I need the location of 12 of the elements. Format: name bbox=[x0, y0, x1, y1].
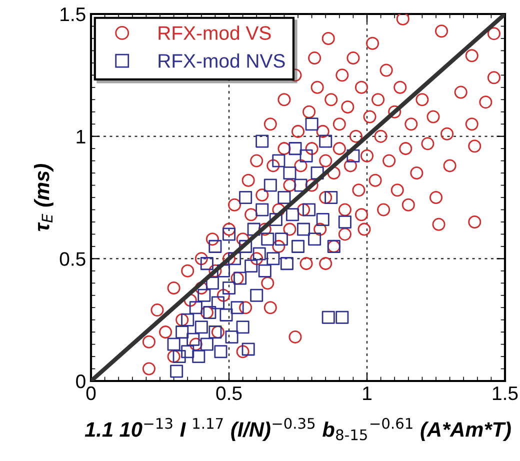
y-tick-label: 1.5 bbox=[60, 8, 86, 22]
x-tick-label: 0 bbox=[86, 386, 96, 400]
y-tick-label: 0.5 bbox=[60, 252, 86, 266]
y-axis-title: τ$_{E}$ (ms) bbox=[34, 164, 54, 232]
y-tick-label: 1 bbox=[76, 130, 86, 144]
legend-label: RFX-mod NVS bbox=[158, 54, 285, 68]
text: 1.1 10$^{−13}$ I $^{1.17}$ (I/N)$^{−0.35}$ b$_{8-15}$$^{−0.61}$ (A*Am*T) bbox=[84, 418, 511, 441]
legend-label: RFX-mod VS bbox=[158, 26, 271, 40]
x-tick-label: 1.5 bbox=[492, 386, 518, 400]
x-tick-label: 1 bbox=[363, 386, 372, 400]
x-tick-label: 0.5 bbox=[216, 386, 242, 400]
y-tick-label: 0 bbox=[76, 374, 86, 388]
